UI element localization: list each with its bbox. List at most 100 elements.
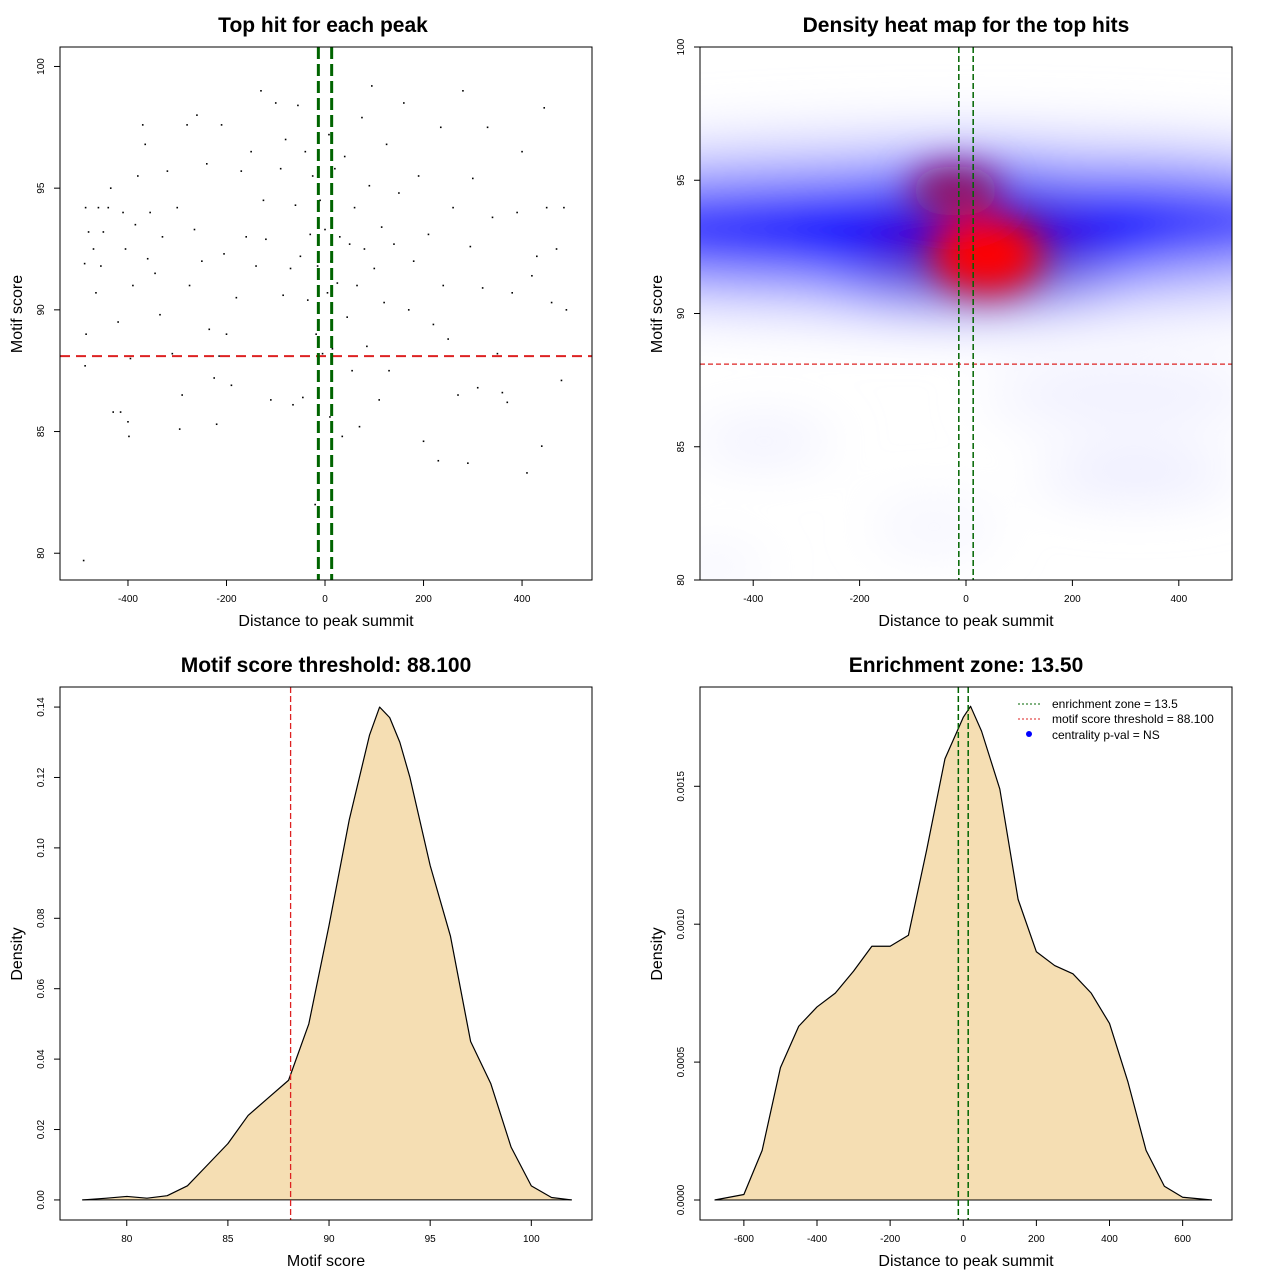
y-tick-label: 0.04 bbox=[36, 1049, 47, 1069]
data-point bbox=[361, 116, 363, 119]
density-blob bbox=[700, 429, 834, 454]
y-tick-label: 90 bbox=[676, 308, 687, 320]
data-point bbox=[457, 394, 459, 396]
data-point bbox=[124, 248, 127, 250]
y-axis-label: Motif score bbox=[9, 275, 26, 353]
data-point bbox=[380, 226, 383, 228]
x-axis-label: Distance to peak summit bbox=[878, 1253, 1054, 1270]
data-point bbox=[149, 211, 151, 214]
y-tick-label: 0.0015 bbox=[676, 771, 687, 802]
density-fill bbox=[82, 707, 572, 1200]
legend-label: centrality p-val = NS bbox=[1052, 728, 1160, 742]
chart-title: Density heat map for the top hits bbox=[803, 14, 1130, 37]
data-point bbox=[358, 425, 361, 428]
data-point bbox=[132, 284, 134, 287]
plot-frame bbox=[59, 686, 593, 1221]
data-point bbox=[255, 265, 257, 267]
data-point bbox=[176, 206, 179, 209]
x-tick-label: 100 bbox=[523, 1234, 540, 1245]
data-point bbox=[240, 170, 243, 172]
data-point bbox=[373, 267, 376, 270]
data-point bbox=[107, 206, 110, 209]
x-tick-label: -400 bbox=[807, 1234, 827, 1245]
y-tick-label: 100 bbox=[36, 58, 47, 75]
data-point bbox=[196, 114, 198, 116]
chart-title: Motif score threshold: 88.100 bbox=[181, 654, 472, 677]
data-point bbox=[471, 177, 474, 180]
x-tick-label: 0 bbox=[963, 594, 969, 605]
x-tick-label: 90 bbox=[323, 1234, 335, 1245]
data-point bbox=[193, 228, 196, 231]
data-point bbox=[92, 248, 95, 250]
data-point bbox=[294, 204, 297, 206]
data-point bbox=[186, 124, 188, 126]
y-tick-label: 0.12 bbox=[36, 767, 47, 787]
data-point bbox=[469, 245, 472, 248]
data-point bbox=[309, 233, 312, 236]
data-point bbox=[334, 167, 336, 170]
data-point bbox=[331, 347, 334, 350]
data-point bbox=[536, 255, 538, 258]
data-point bbox=[353, 206, 356, 209]
x-tick-label: 0 bbox=[960, 1234, 966, 1245]
y-tick-label: 0.00 bbox=[36, 1190, 47, 1210]
data-point bbox=[134, 223, 137, 226]
density-peak bbox=[932, 216, 1043, 293]
x-tick-label: 85 bbox=[222, 1234, 234, 1245]
panel-heatmap: -400 -200 0 200 400 80 85 90 95 100 Density heat … bbox=[649, 14, 1233, 630]
data-point bbox=[462, 90, 464, 92]
data-point bbox=[476, 386, 479, 389]
data-point bbox=[292, 403, 294, 406]
data-point bbox=[282, 294, 284, 297]
x-tick-label: 200 bbox=[415, 594, 432, 605]
data-point bbox=[188, 284, 191, 287]
data-point bbox=[171, 352, 174, 355]
data-point bbox=[511, 292, 513, 294]
x-tick-label: 80 bbox=[121, 1234, 133, 1245]
data-point bbox=[412, 260, 415, 262]
x-tick-label: -600 bbox=[734, 1234, 754, 1245]
y-axis-label: Density bbox=[9, 927, 26, 980]
data-point bbox=[563, 206, 565, 209]
data-point bbox=[506, 401, 509, 404]
data-point bbox=[383, 301, 385, 304]
data-point bbox=[302, 396, 304, 399]
data-point bbox=[403, 102, 405, 104]
x-tick-label: 200 bbox=[1028, 1234, 1045, 1245]
y-tick-label: 80 bbox=[36, 547, 47, 559]
legend-label: motif score threshold = 88.100 bbox=[1052, 712, 1214, 726]
x-tick-label: -200 bbox=[216, 594, 236, 605]
data-point bbox=[245, 236, 247, 238]
data-point bbox=[87, 231, 90, 233]
data-point bbox=[550, 301, 553, 304]
data-point bbox=[85, 333, 87, 335]
y-tick-label: 80 bbox=[676, 574, 687, 586]
y-tick-label: 0.06 bbox=[36, 979, 47, 999]
data-point bbox=[491, 216, 494, 219]
legend-dot-centrality bbox=[1026, 731, 1032, 737]
data-point bbox=[270, 399, 272, 401]
data-point bbox=[154, 272, 156, 275]
data-point bbox=[543, 107, 546, 109]
data-point bbox=[315, 333, 317, 335]
x-tick-label: -400 bbox=[743, 594, 763, 605]
data-point bbox=[371, 85, 373, 87]
data-point bbox=[137, 175, 139, 177]
y-tick-label: 0.02 bbox=[36, 1119, 47, 1139]
data-point bbox=[95, 292, 97, 294]
data-point bbox=[122, 211, 124, 214]
data-point bbox=[82, 559, 85, 562]
data-point bbox=[336, 282, 339, 284]
x-tick-label: 200 bbox=[1064, 594, 1081, 605]
y-tick-label: 85 bbox=[676, 441, 687, 453]
data-point bbox=[141, 124, 144, 126]
data-point bbox=[555, 248, 558, 250]
data-point bbox=[439, 126, 442, 129]
data-point bbox=[516, 211, 518, 214]
data-point bbox=[128, 435, 130, 438]
data-point bbox=[201, 260, 203, 262]
chart-title: Top hit for each peak bbox=[218, 14, 428, 37]
data-point bbox=[311, 175, 314, 177]
x-tick-label: 400 bbox=[1101, 1234, 1118, 1245]
